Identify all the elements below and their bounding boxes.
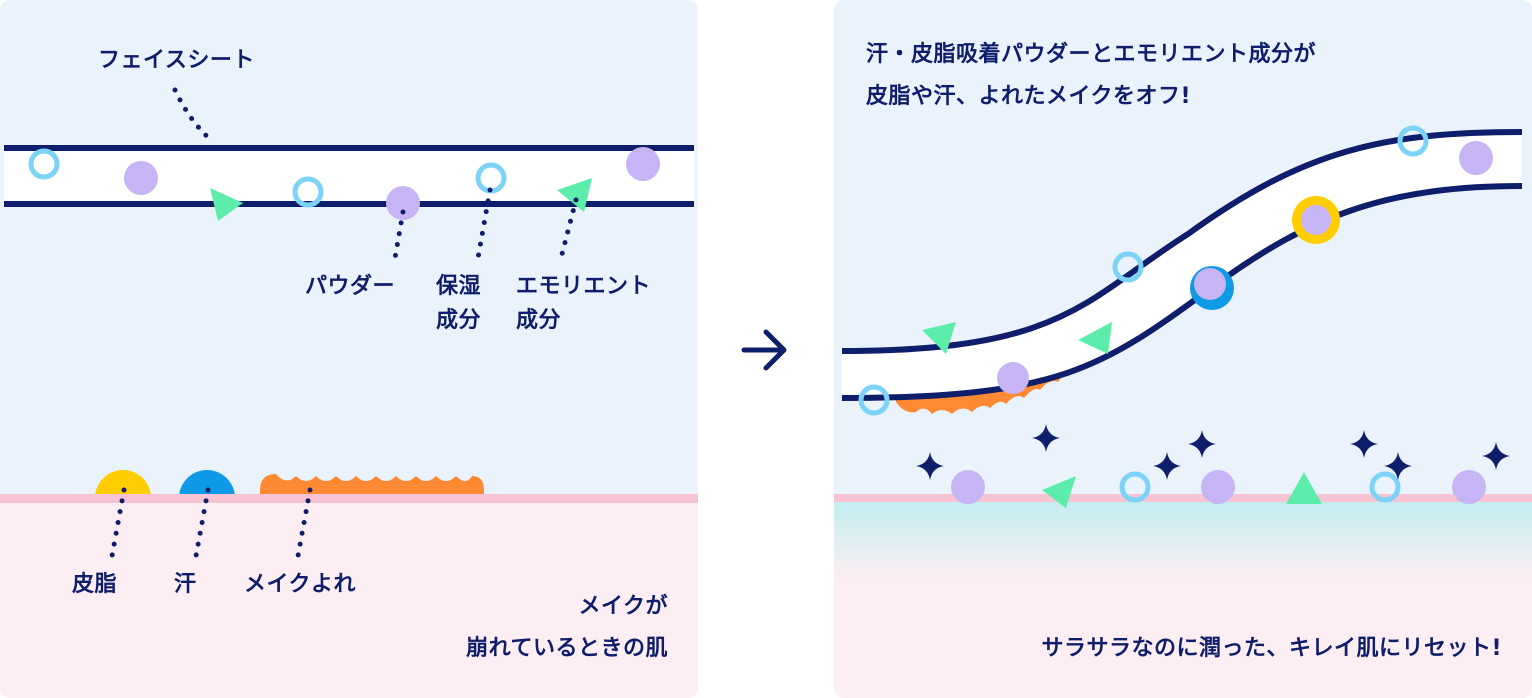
moisture-label-line1: 保湿 xyxy=(436,274,482,299)
powder-dot xyxy=(1201,470,1235,504)
powder-dot xyxy=(1452,470,1486,504)
caption-line1: メイクが xyxy=(578,594,668,619)
moisture-ring xyxy=(292,176,324,208)
sparkle-icon xyxy=(1032,424,1060,452)
sparkle-icon xyxy=(1188,430,1216,458)
emollient-label-line2: 成分 xyxy=(516,308,562,333)
emollient-triangle xyxy=(1042,476,1076,508)
moisture-ring xyxy=(1112,251,1144,283)
skin-surface-line xyxy=(0,494,698,503)
powder-dot xyxy=(124,161,158,195)
moisture-label-line2: 成分 xyxy=(436,308,482,333)
moisture-ring xyxy=(28,148,60,180)
moisture-ring xyxy=(1397,125,1429,157)
emollient-triangle xyxy=(557,178,592,212)
emollient-triangle xyxy=(1286,472,1322,504)
powder-dot xyxy=(1301,205,1331,235)
sheet-top-edge xyxy=(841,129,1523,354)
emollient-triangle xyxy=(210,188,243,221)
panel-after: 汗・皮脂吸着パウダーとエモリエント成分が 皮脂や汗、よれたメイクをオフ! サラサ… xyxy=(834,0,1532,698)
face-sheet xyxy=(4,148,694,204)
emollient-triangle xyxy=(1078,322,1112,354)
caption-line2: 崩れているときの肌 xyxy=(466,636,668,661)
powder-dot xyxy=(951,470,985,504)
sparkle-icon xyxy=(1482,442,1510,470)
face-sheet-label: フェイスシート xyxy=(98,48,255,73)
panel-before: フェイスシート パウダー 保湿 成分 エモリエント 成分 皮脂 汗 メイクよれ … xyxy=(0,0,698,698)
arrow-right-icon xyxy=(741,329,787,371)
skin-surface-line xyxy=(834,494,1532,502)
sparkle-icons xyxy=(916,424,1510,480)
powder-dot xyxy=(1459,141,1493,175)
leader-lines xyxy=(109,87,579,559)
sparkle-icon xyxy=(1350,430,1378,458)
sebum-drop xyxy=(95,470,151,498)
result-heading-line2: 皮脂や汗、よれたメイクをオフ! xyxy=(866,84,1192,109)
sparkle-icon xyxy=(1153,452,1181,480)
powder-label: パウダー xyxy=(305,274,396,299)
sparkle-icon xyxy=(916,452,944,480)
sebum-label: 皮脂 xyxy=(72,572,118,597)
powder-dot xyxy=(626,147,660,181)
result-caption: サラサラなのに潤った、キレイ肌にリセット! xyxy=(1041,636,1502,661)
powder-dot xyxy=(386,186,420,220)
sparkle-icon xyxy=(1384,452,1412,480)
makeup-smudge xyxy=(260,474,484,498)
sweat-label: 汗 xyxy=(174,572,197,597)
result-heading-line1: 汗・皮脂吸着パウダーとエモリエント成分が xyxy=(866,42,1317,67)
moisture-ring xyxy=(1119,471,1151,503)
face-sheet xyxy=(842,132,1522,398)
makeup-smudge-label: メイクよれ xyxy=(244,572,357,597)
hydrated-layer xyxy=(834,500,1532,580)
before-illustration xyxy=(0,0,698,698)
after-illustration xyxy=(834,0,1532,698)
emollient-triangle xyxy=(922,322,956,354)
moisture-ring xyxy=(858,384,890,416)
moisture-ring xyxy=(1369,471,1401,503)
sweat-drop xyxy=(179,470,235,498)
powder-dot xyxy=(997,362,1029,394)
powder-dot xyxy=(1194,268,1226,300)
emollient-label-line1: エモリエント xyxy=(516,274,652,299)
